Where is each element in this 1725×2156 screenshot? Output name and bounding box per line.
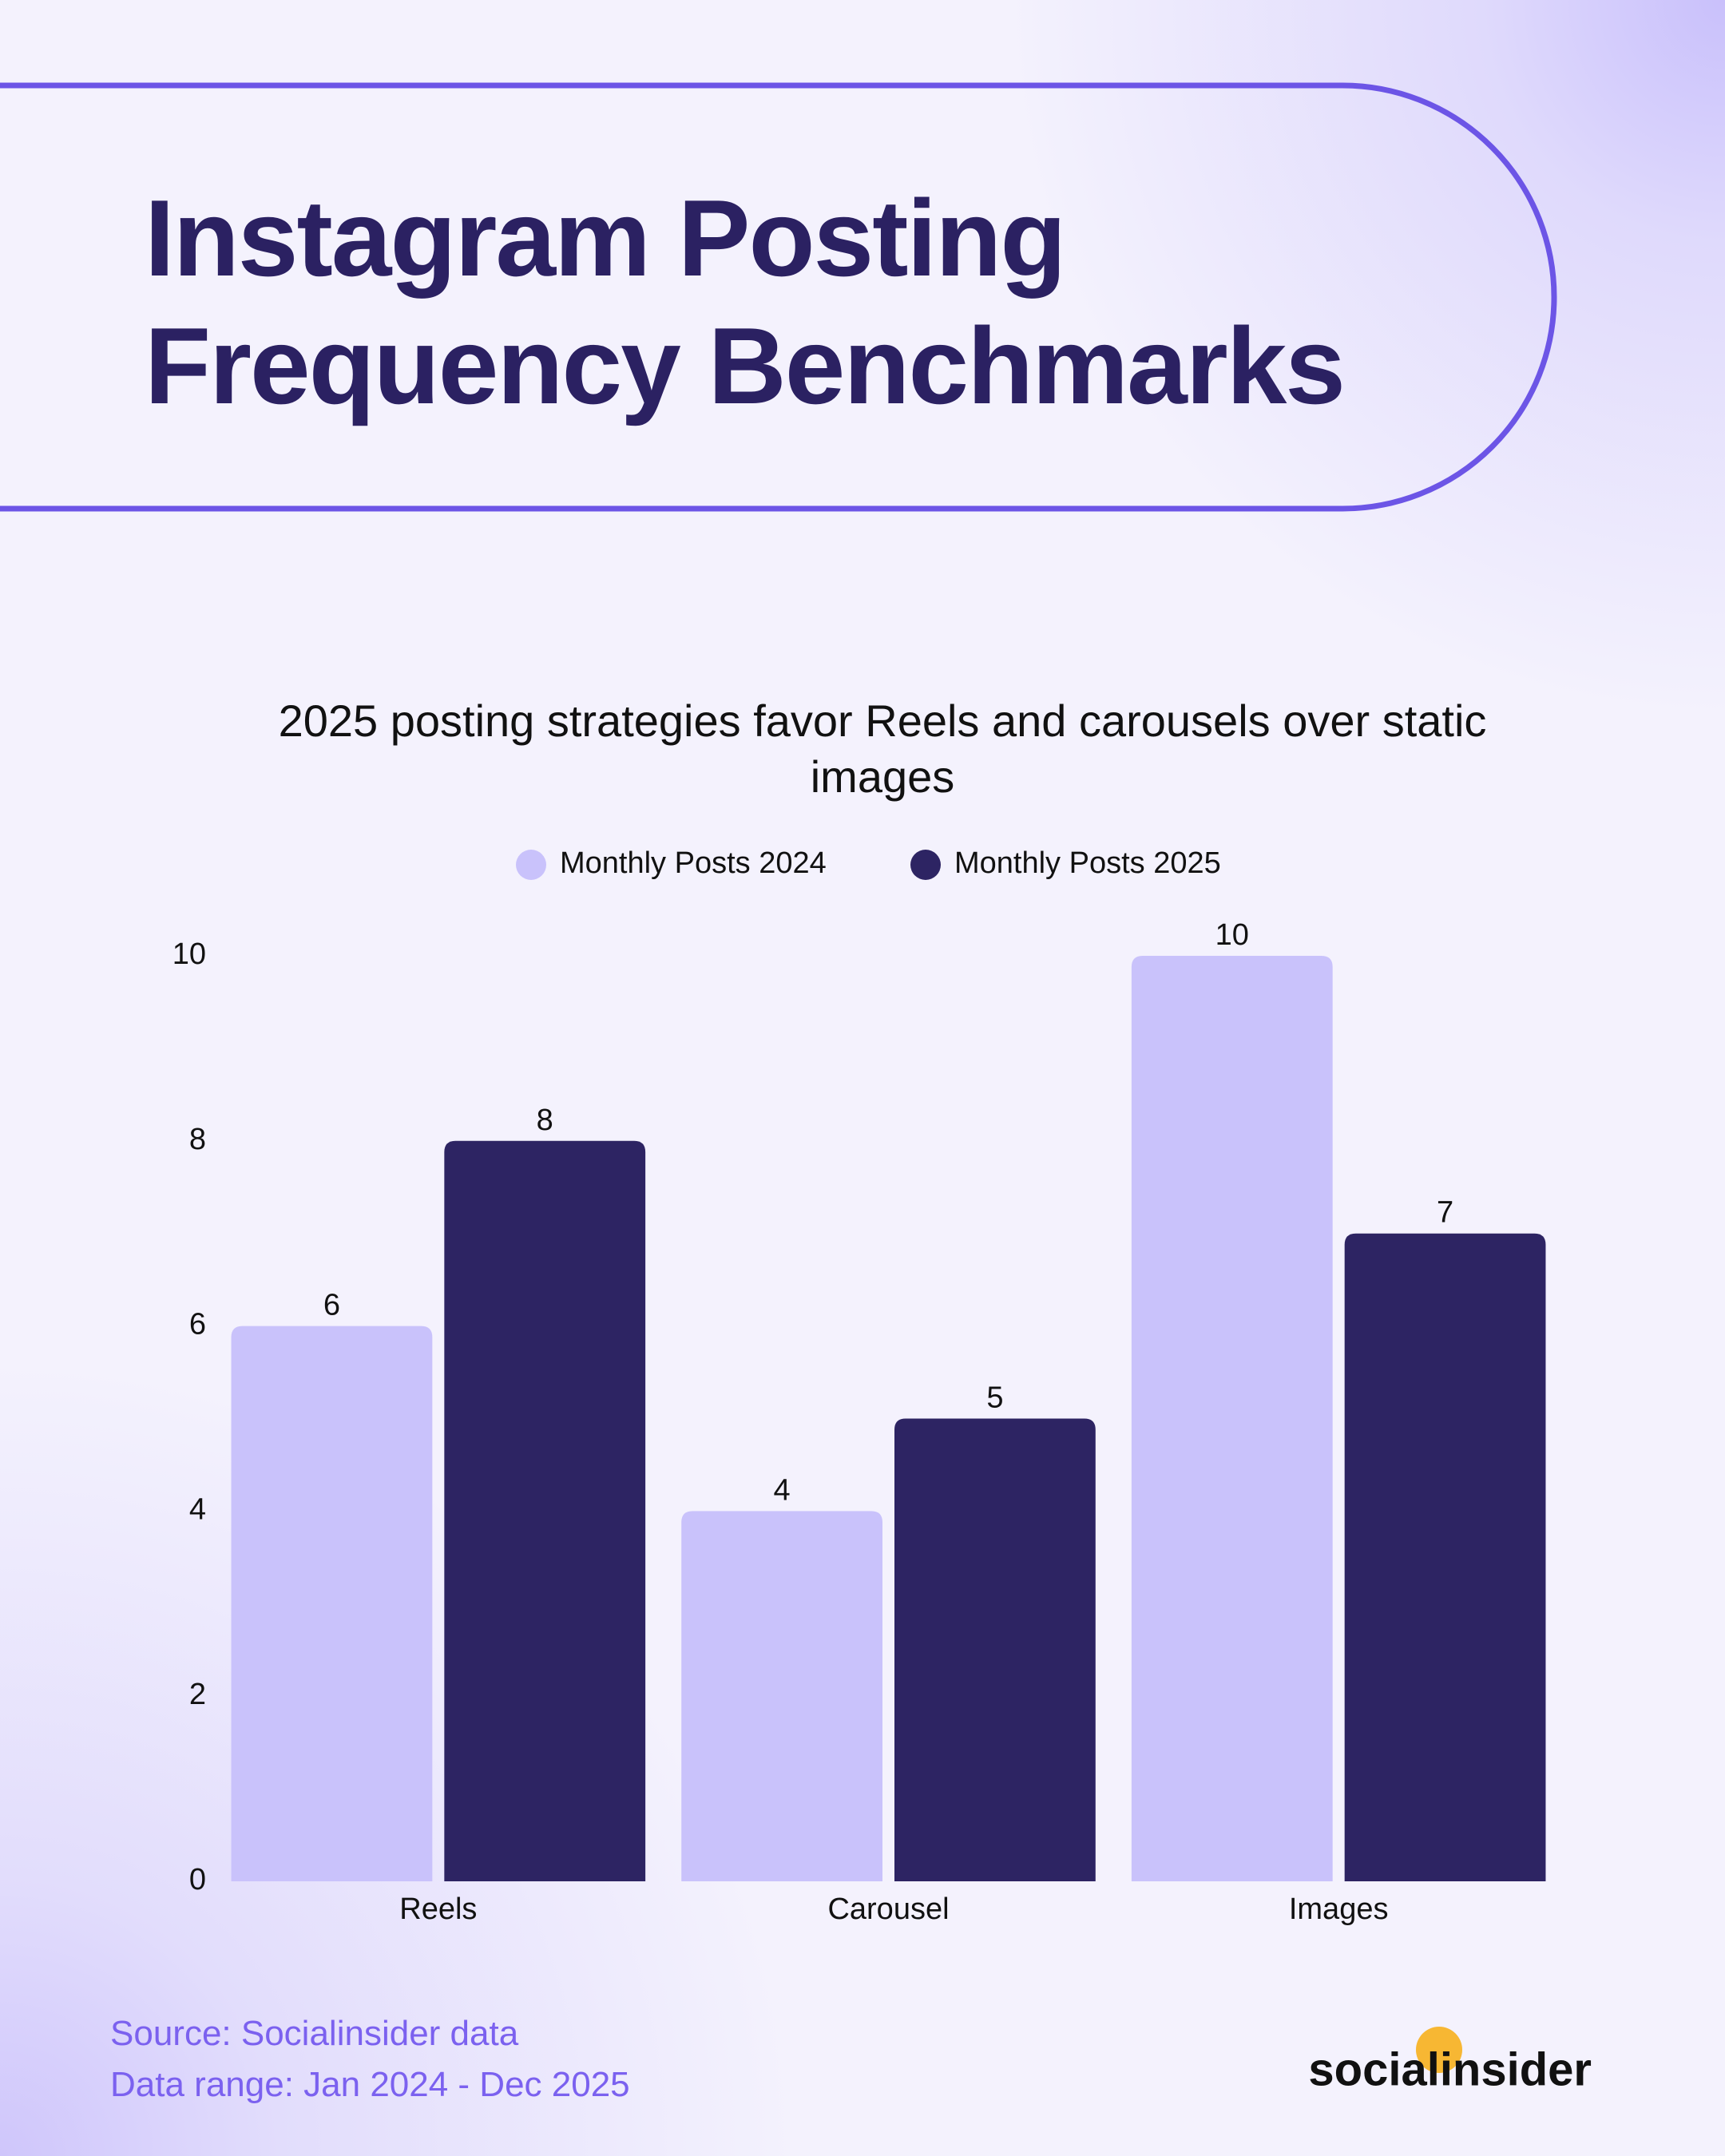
bar <box>231 1326 433 1881</box>
legend-marker <box>910 850 941 880</box>
value-label: 7 <box>1437 1196 1453 1230</box>
value-label: 4 <box>774 1473 791 1507</box>
y-tick-label: 6 <box>189 1308 206 1342</box>
value-label: 5 <box>986 1381 1003 1415</box>
bar <box>894 1418 1096 1881</box>
y-tick-label: 4 <box>189 1492 206 1526</box>
x-tick-label: Reels <box>399 1892 477 1926</box>
source-note: Source: Socialinsider data <box>110 2014 519 2053</box>
logo: socialinsider <box>1308 2043 1592 2095</box>
legend-label: Monthly Posts 2025 <box>954 846 1221 880</box>
legend-marker <box>516 850 546 880</box>
legend-label: Monthly Posts 2024 <box>560 846 827 880</box>
bar <box>1131 956 1333 1881</box>
y-tick-label: 0 <box>189 1863 206 1896</box>
value-label: 8 <box>537 1104 553 1137</box>
bar <box>681 1511 882 1881</box>
logo-dot <box>1416 2027 1462 2073</box>
value-label: 10 <box>1215 918 1249 952</box>
bar <box>444 1140 646 1881</box>
y-tick-label: 2 <box>189 1678 206 1711</box>
header-frame <box>0 82 1557 512</box>
data-range-note: Data range: Jan 2024 - Dec 2025 <box>110 2065 630 2104</box>
x-tick-label: Carousel <box>827 1892 949 1926</box>
bar <box>1344 1233 1546 1881</box>
value-label: 6 <box>323 1289 340 1322</box>
y-tick-label: 8 <box>189 1123 206 1156</box>
page-title: Instagram Posting Frequency Benchmarks <box>145 177 1346 426</box>
x-tick-label: Images <box>1289 1892 1389 1926</box>
chart-title: 2025 posting strategies favor Reels and … <box>278 696 1487 802</box>
y-tick-label: 10 <box>172 937 206 971</box>
